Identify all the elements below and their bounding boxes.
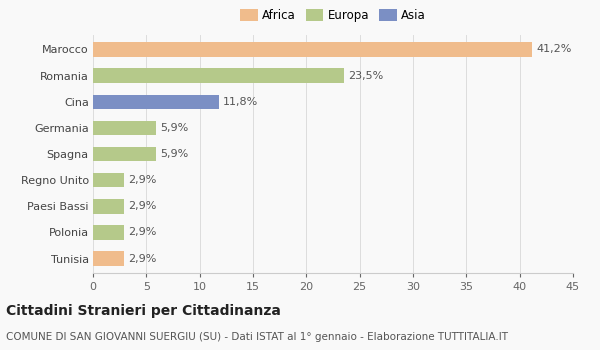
Text: 41,2%: 41,2% [537, 44, 572, 54]
Bar [93, 225, 124, 240]
Text: COMUNE DI SAN GIOVANNI SUERGIU (SU) - Dati ISTAT al 1° gennaio - Elaborazione TU: COMUNE DI SAN GIOVANNI SUERGIU (SU) - Da… [6, 332, 508, 343]
Bar [93, 121, 156, 135]
Bar [93, 173, 124, 187]
Text: 2,9%: 2,9% [128, 175, 157, 185]
Text: 5,9%: 5,9% [160, 149, 188, 159]
Legend: Africa, Europa, Asia: Africa, Europa, Asia [238, 7, 428, 24]
Text: 23,5%: 23,5% [348, 71, 383, 80]
Text: 11,8%: 11,8% [223, 97, 259, 107]
Bar [93, 42, 532, 57]
Text: 2,9%: 2,9% [128, 228, 157, 237]
Bar [93, 199, 124, 214]
Text: 2,9%: 2,9% [128, 254, 157, 264]
Text: 2,9%: 2,9% [128, 201, 157, 211]
Bar [93, 147, 156, 161]
Bar [93, 68, 344, 83]
Bar [93, 94, 219, 109]
Text: Cittadini Stranieri per Cittadinanza: Cittadini Stranieri per Cittadinanza [6, 304, 281, 318]
Bar [93, 251, 124, 266]
Text: 5,9%: 5,9% [160, 123, 188, 133]
